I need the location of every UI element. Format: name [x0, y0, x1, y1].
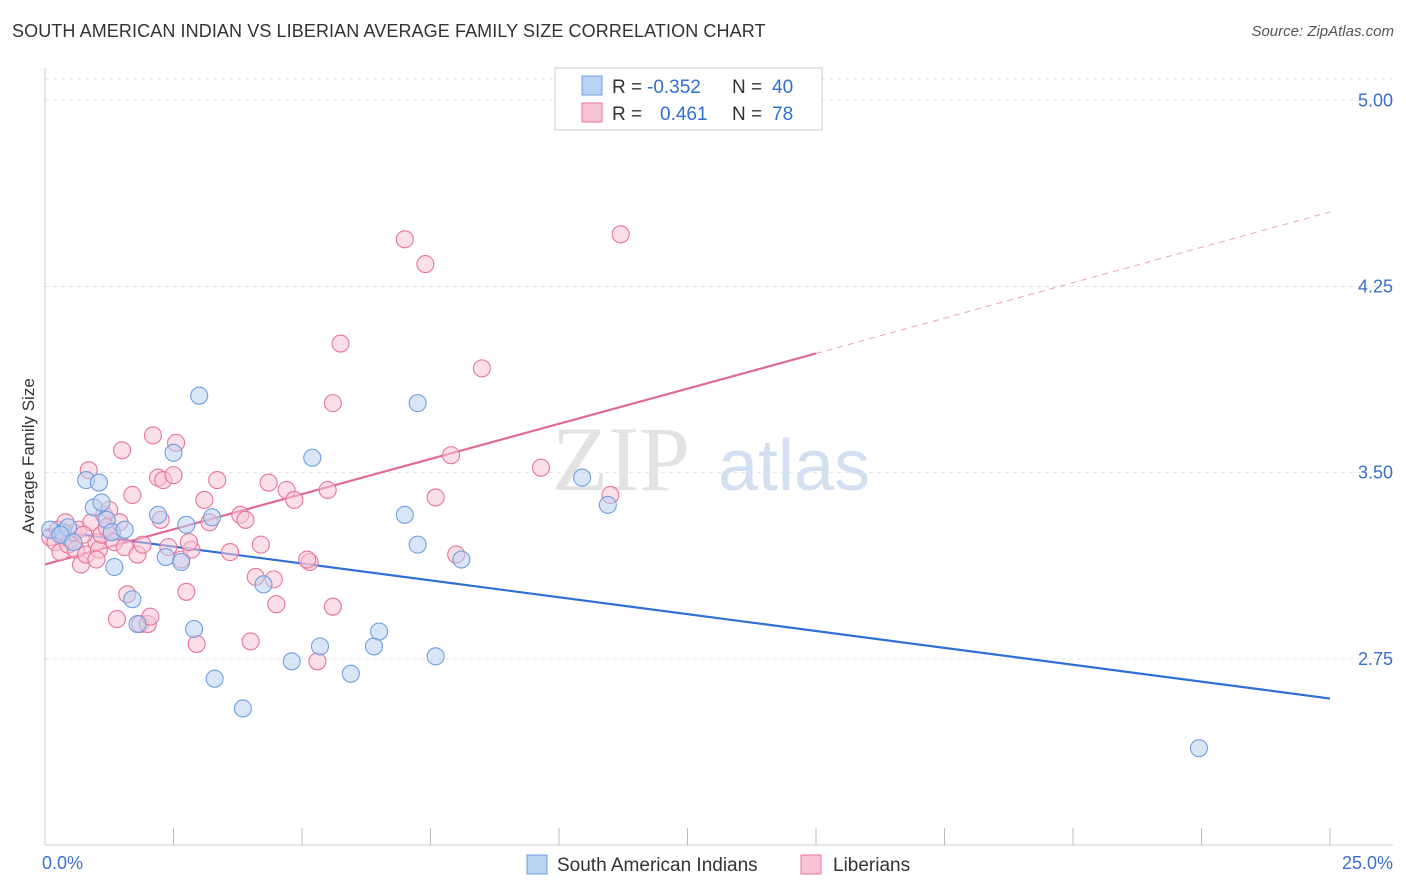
data-point-south-american-indians — [1189, 739, 1208, 758]
watermark-zip: ZIP — [552, 408, 690, 510]
data-point-liberians — [308, 652, 327, 671]
data-point-liberians — [611, 225, 630, 244]
data-point-liberians — [267, 595, 286, 614]
data-point-south-american-indians — [115, 520, 134, 539]
y-tick-label: 3.50 — [1358, 463, 1393, 483]
y-tick-labels: 2.75 3.50 4.25 5.00 — [1358, 90, 1393, 669]
data-point-south-american-indians — [341, 664, 360, 683]
bottom-legend-swatch-pink — [800, 854, 822, 875]
y-tick-label: 4.25 — [1358, 276, 1393, 296]
data-point-liberians — [187, 634, 206, 653]
data-point-south-american-indians — [282, 652, 301, 671]
data-point-liberians — [179, 533, 198, 552]
data-point-south-american-indians — [408, 535, 427, 554]
bottom-legend-label-blue: South American Indians — [557, 855, 758, 876]
bottom-legend-swatch-blue — [526, 854, 548, 875]
data-point-south-american-indians — [395, 505, 414, 524]
data-point-liberians — [442, 446, 461, 465]
data-point-south-american-indians — [156, 547, 175, 567]
data-point-south-american-indians — [408, 394, 427, 413]
data-point-liberians — [285, 490, 304, 509]
data-point-liberians — [331, 334, 350, 353]
data-point-liberians — [416, 255, 435, 274]
data-point-liberians — [177, 582, 196, 601]
x-ticks — [173, 828, 1331, 845]
legend-swatch-blue — [581, 75, 603, 96]
data-point-south-american-indians — [64, 533, 83, 552]
trend-lines — [44, 211, 1331, 700]
legend-box: R = -0.352 N = 40 R = 0.461 N = 78 — [554, 67, 823, 131]
data-point-liberians — [259, 473, 278, 492]
data-point-liberians — [113, 441, 132, 460]
y-tick-label: 2.75 — [1358, 649, 1393, 669]
trend-line-south-american-indians — [44, 528, 1331, 700]
data-point-south-american-indians — [89, 473, 109, 492]
data-point-liberians — [87, 550, 106, 569]
data-point-south-american-indians — [172, 552, 191, 572]
data-point-liberians — [472, 359, 491, 378]
data-point-south-american-indians — [92, 493, 111, 512]
bottom-legend: South American Indians Liberians — [526, 854, 910, 876]
data-point-liberians — [220, 543, 240, 562]
y-tick-label: 5.00 — [1358, 90, 1393, 110]
data-point-liberians — [241, 632, 260, 651]
legend-swatch-pink — [581, 102, 603, 123]
data-point-liberians — [323, 597, 342, 616]
data-point-liberians — [208, 471, 227, 490]
data-point-south-american-indians — [190, 386, 209, 405]
data-point-south-american-indians — [254, 575, 273, 594]
data-point-south-american-indians — [123, 590, 142, 609]
legend-n-value-2: 78 — [772, 104, 793, 125]
data-point-liberians — [123, 485, 142, 505]
legend-r-label-2: R = — [612, 104, 642, 125]
legend-n-label-1: N = — [732, 77, 762, 98]
data-point-south-american-indians — [233, 699, 252, 718]
data-point-south-american-indians — [203, 508, 222, 527]
data-point-south-american-indians — [303, 448, 322, 467]
x-tick-label-max: 25.0% — [1342, 853, 1393, 873]
data-point-south-american-indians — [128, 615, 147, 634]
gridlines — [45, 78, 1393, 660]
data-point-liberians — [395, 230, 414, 249]
legend-n-label-2: N = — [732, 104, 762, 125]
data-point-south-american-indians — [149, 505, 168, 524]
data-point-liberians — [107, 610, 127, 629]
trend-line-liberians — [44, 352, 817, 566]
x-tick-label-min: 0.0% — [42, 853, 83, 873]
data-point-liberians — [236, 510, 255, 529]
data-point-liberians — [531, 458, 551, 477]
data-point-liberians — [195, 490, 214, 509]
data-point-liberians — [318, 480, 337, 500]
data-point-south-american-indians — [370, 622, 389, 641]
bottom-legend-label-pink: Liberians — [833, 855, 910, 876]
data-point-liberians — [251, 535, 270, 554]
series-south-american-indians — [41, 386, 1208, 758]
data-point-south-american-indians — [573, 468, 592, 487]
data-point-south-american-indians — [426, 647, 445, 666]
source-label: Source: ZipAtlas.com — [1251, 23, 1394, 40]
data-point-south-american-indians — [177, 515, 196, 534]
data-point-liberians — [426, 488, 445, 507]
data-point-south-american-indians — [164, 443, 183, 462]
data-point-south-american-indians — [452, 550, 471, 569]
data-point-liberians — [133, 535, 152, 554]
watermark-atlas: atlas — [718, 426, 870, 506]
data-point-south-american-indians — [105, 557, 124, 577]
data-point-south-american-indians — [310, 637, 330, 656]
chart-title: SOUTH AMERICAN INDIAN VS LIBERIAN AVERAG… — [12, 21, 766, 41]
legend-r-value-1: -0.352 — [647, 77, 701, 98]
data-point-liberians — [323, 394, 342, 413]
legend-r-value-2: 0.461 — [660, 104, 708, 125]
data-point-south-american-indians — [205, 669, 224, 688]
data-point-south-american-indians — [598, 495, 617, 514]
y-axis-label: Average Family Size — [19, 378, 38, 534]
legend-r-label-1: R = — [612, 77, 642, 98]
data-point-south-american-indians — [185, 619, 204, 639]
trend-line-liberians-extension — [815, 211, 1331, 354]
data-point-liberians — [164, 466, 183, 485]
data-point-liberians — [143, 426, 162, 445]
data-point-liberians — [298, 550, 317, 569]
legend-n-value-1: 40 — [772, 77, 793, 98]
